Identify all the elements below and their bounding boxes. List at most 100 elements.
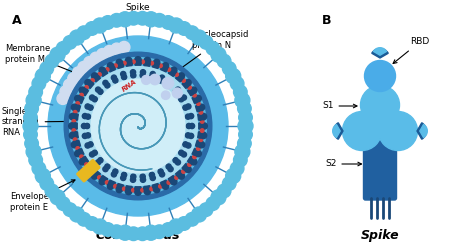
Circle shape bbox=[98, 158, 103, 163]
Circle shape bbox=[162, 91, 170, 100]
Circle shape bbox=[197, 102, 200, 105]
Circle shape bbox=[161, 223, 175, 236]
Circle shape bbox=[109, 66, 115, 72]
Circle shape bbox=[36, 168, 50, 183]
Circle shape bbox=[82, 89, 89, 96]
Circle shape bbox=[186, 143, 191, 148]
Circle shape bbox=[82, 75, 93, 86]
Circle shape bbox=[68, 73, 79, 84]
Circle shape bbox=[140, 177, 146, 182]
Circle shape bbox=[92, 150, 97, 155]
Circle shape bbox=[182, 164, 189, 170]
Circle shape bbox=[45, 184, 59, 198]
Circle shape bbox=[79, 159, 85, 165]
Circle shape bbox=[85, 133, 91, 138]
Circle shape bbox=[175, 73, 178, 76]
Circle shape bbox=[40, 177, 54, 190]
Circle shape bbox=[130, 177, 136, 182]
Circle shape bbox=[25, 102, 38, 115]
Circle shape bbox=[136, 11, 149, 25]
Circle shape bbox=[29, 85, 43, 99]
Circle shape bbox=[198, 141, 205, 148]
Circle shape bbox=[189, 133, 194, 139]
Circle shape bbox=[63, 203, 77, 216]
Circle shape bbox=[70, 58, 206, 194]
Circle shape bbox=[132, 188, 135, 192]
Circle shape bbox=[29, 153, 43, 167]
Circle shape bbox=[172, 88, 182, 98]
Circle shape bbox=[32, 162, 46, 175]
Circle shape bbox=[141, 60, 145, 64]
Wedge shape bbox=[372, 48, 388, 58]
Circle shape bbox=[121, 172, 127, 177]
Circle shape bbox=[167, 181, 171, 184]
Circle shape bbox=[118, 12, 133, 27]
Circle shape bbox=[197, 114, 203, 120]
Circle shape bbox=[187, 89, 194, 96]
Circle shape bbox=[64, 52, 212, 200]
Circle shape bbox=[168, 80, 173, 85]
Circle shape bbox=[96, 62, 108, 74]
Circle shape bbox=[190, 123, 195, 129]
Circle shape bbox=[78, 97, 84, 103]
FancyBboxPatch shape bbox=[364, 136, 396, 200]
Circle shape bbox=[179, 97, 184, 102]
Circle shape bbox=[185, 79, 191, 86]
Circle shape bbox=[201, 123, 207, 129]
Circle shape bbox=[26, 144, 41, 159]
Circle shape bbox=[104, 45, 115, 57]
Circle shape bbox=[144, 12, 158, 27]
Circle shape bbox=[166, 164, 171, 169]
Circle shape bbox=[40, 62, 54, 75]
Circle shape bbox=[74, 150, 81, 157]
Circle shape bbox=[109, 180, 115, 186]
Circle shape bbox=[185, 114, 191, 119]
Circle shape bbox=[175, 176, 178, 179]
Text: Envelope
protein E: Envelope protein E bbox=[10, 180, 75, 212]
Circle shape bbox=[176, 76, 182, 82]
Circle shape bbox=[113, 78, 118, 83]
Circle shape bbox=[171, 178, 177, 185]
Circle shape bbox=[142, 75, 151, 84]
Circle shape bbox=[167, 68, 171, 71]
Circle shape bbox=[95, 87, 100, 92]
Circle shape bbox=[211, 47, 226, 62]
Circle shape bbox=[187, 156, 194, 163]
Circle shape bbox=[75, 140, 81, 147]
Circle shape bbox=[85, 104, 90, 109]
Circle shape bbox=[230, 162, 244, 175]
Circle shape bbox=[365, 60, 395, 91]
Circle shape bbox=[153, 63, 159, 69]
Circle shape bbox=[126, 185, 132, 191]
Circle shape bbox=[92, 18, 108, 33]
Circle shape bbox=[179, 150, 184, 155]
Text: RBD: RBD bbox=[393, 38, 429, 64]
Circle shape bbox=[197, 123, 204, 129]
Circle shape bbox=[56, 197, 70, 210]
Circle shape bbox=[182, 82, 189, 88]
Circle shape bbox=[69, 113, 76, 120]
Text: S1: S1 bbox=[322, 102, 357, 110]
Circle shape bbox=[153, 183, 159, 189]
Circle shape bbox=[135, 57, 141, 63]
Circle shape bbox=[178, 173, 184, 179]
Circle shape bbox=[105, 164, 110, 169]
Circle shape bbox=[78, 61, 90, 73]
Circle shape bbox=[121, 75, 127, 80]
Circle shape bbox=[126, 188, 132, 195]
Circle shape bbox=[101, 70, 108, 77]
Circle shape bbox=[73, 111, 77, 114]
Circle shape bbox=[71, 141, 78, 148]
Circle shape bbox=[185, 26, 199, 40]
Circle shape bbox=[126, 61, 132, 67]
Circle shape bbox=[32, 77, 46, 90]
Circle shape bbox=[154, 59, 160, 66]
Circle shape bbox=[73, 114, 79, 120]
Circle shape bbox=[111, 75, 117, 80]
Circle shape bbox=[71, 91, 82, 103]
Circle shape bbox=[116, 186, 123, 193]
Circle shape bbox=[69, 132, 76, 139]
Circle shape bbox=[103, 80, 108, 85]
Circle shape bbox=[85, 163, 88, 166]
Circle shape bbox=[73, 132, 79, 138]
